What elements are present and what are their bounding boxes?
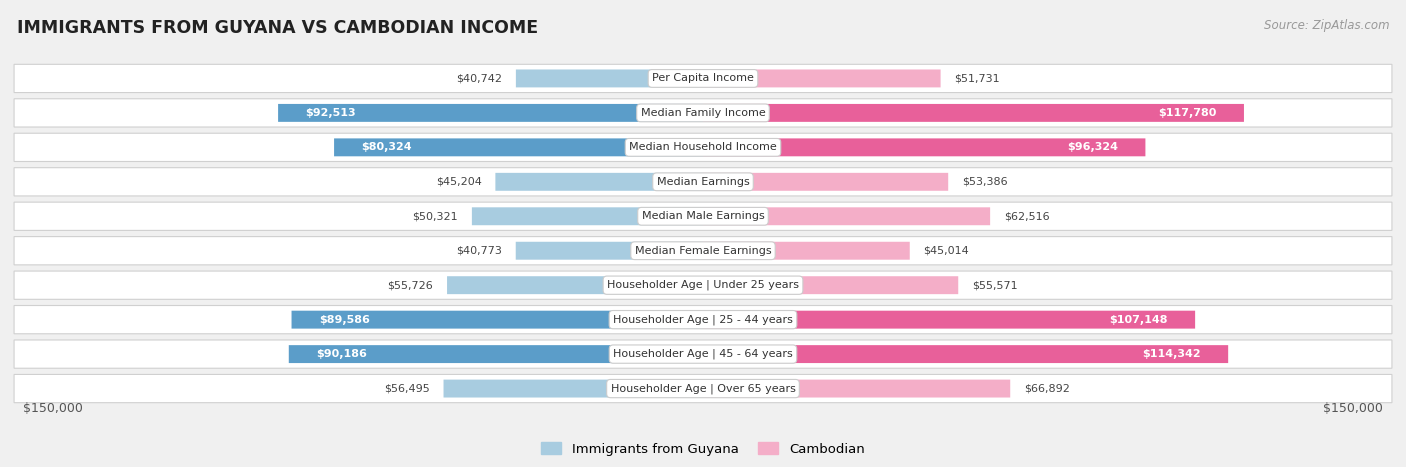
FancyBboxPatch shape <box>516 70 703 87</box>
Text: IMMIGRANTS FROM GUYANA VS CAMBODIAN INCOME: IMMIGRANTS FROM GUYANA VS CAMBODIAN INCO… <box>17 19 538 37</box>
Text: $66,892: $66,892 <box>1024 383 1070 394</box>
Text: $114,342: $114,342 <box>1142 349 1201 359</box>
FancyBboxPatch shape <box>703 104 1244 122</box>
FancyBboxPatch shape <box>443 380 703 397</box>
FancyBboxPatch shape <box>335 138 703 156</box>
Text: $56,495: $56,495 <box>384 383 430 394</box>
FancyBboxPatch shape <box>14 271 1392 299</box>
FancyBboxPatch shape <box>14 64 1392 92</box>
Text: Median Male Earnings: Median Male Earnings <box>641 211 765 221</box>
FancyBboxPatch shape <box>703 345 1229 363</box>
Text: $55,726: $55,726 <box>388 280 433 290</box>
FancyBboxPatch shape <box>703 138 1146 156</box>
FancyBboxPatch shape <box>516 242 703 260</box>
Text: $90,186: $90,186 <box>316 349 367 359</box>
Text: $53,386: $53,386 <box>962 177 1008 187</box>
Text: $40,773: $40,773 <box>456 246 502 256</box>
FancyBboxPatch shape <box>14 168 1392 196</box>
Text: $150,000: $150,000 <box>24 402 83 415</box>
Text: $89,586: $89,586 <box>319 315 370 325</box>
FancyBboxPatch shape <box>278 104 703 122</box>
Text: $40,742: $40,742 <box>456 73 502 84</box>
Text: Householder Age | Under 25 years: Householder Age | Under 25 years <box>607 280 799 290</box>
FancyBboxPatch shape <box>447 276 703 294</box>
Text: $45,204: $45,204 <box>436 177 482 187</box>
FancyBboxPatch shape <box>703 173 948 191</box>
FancyBboxPatch shape <box>14 237 1392 265</box>
Legend: Immigrants from Guyana, Cambodian: Immigrants from Guyana, Cambodian <box>536 437 870 461</box>
FancyBboxPatch shape <box>14 202 1392 230</box>
Text: $45,014: $45,014 <box>924 246 969 256</box>
Text: $55,571: $55,571 <box>972 280 1018 290</box>
FancyBboxPatch shape <box>291 311 703 329</box>
Text: Householder Age | Over 65 years: Householder Age | Over 65 years <box>610 383 796 394</box>
Text: Householder Age | 45 - 64 years: Householder Age | 45 - 64 years <box>613 349 793 359</box>
Text: $117,780: $117,780 <box>1159 108 1216 118</box>
Text: Householder Age | 25 - 44 years: Householder Age | 25 - 44 years <box>613 314 793 325</box>
Text: $96,324: $96,324 <box>1067 142 1118 152</box>
FancyBboxPatch shape <box>14 133 1392 162</box>
Text: Per Capita Income: Per Capita Income <box>652 73 754 84</box>
FancyBboxPatch shape <box>703 242 910 260</box>
FancyBboxPatch shape <box>14 340 1392 368</box>
FancyBboxPatch shape <box>14 375 1392 403</box>
FancyBboxPatch shape <box>703 276 959 294</box>
Text: $80,324: $80,324 <box>361 142 412 152</box>
FancyBboxPatch shape <box>288 345 703 363</box>
Text: Median Earnings: Median Earnings <box>657 177 749 187</box>
Text: $50,321: $50,321 <box>412 211 458 221</box>
Text: $150,000: $150,000 <box>1323 402 1382 415</box>
FancyBboxPatch shape <box>703 380 1011 397</box>
Text: Median Household Income: Median Household Income <box>628 142 778 152</box>
Text: Source: ZipAtlas.com: Source: ZipAtlas.com <box>1264 19 1389 32</box>
FancyBboxPatch shape <box>703 207 990 225</box>
Text: Median Family Income: Median Family Income <box>641 108 765 118</box>
FancyBboxPatch shape <box>14 305 1392 334</box>
Text: $62,516: $62,516 <box>1004 211 1049 221</box>
FancyBboxPatch shape <box>495 173 703 191</box>
Text: $92,513: $92,513 <box>305 108 356 118</box>
FancyBboxPatch shape <box>472 207 703 225</box>
Text: $107,148: $107,148 <box>1109 315 1167 325</box>
FancyBboxPatch shape <box>703 311 1195 329</box>
FancyBboxPatch shape <box>703 70 941 87</box>
FancyBboxPatch shape <box>14 99 1392 127</box>
Text: Median Female Earnings: Median Female Earnings <box>634 246 772 256</box>
Text: $51,731: $51,731 <box>955 73 1000 84</box>
